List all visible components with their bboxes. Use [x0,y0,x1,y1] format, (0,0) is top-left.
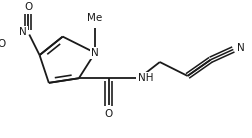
Text: O: O [104,109,113,120]
Text: N: N [236,43,244,53]
Text: Me: Me [87,13,102,23]
Text: N: N [19,27,27,37]
Text: NH: NH [137,73,153,83]
Text: N: N [91,48,99,58]
Text: O: O [24,2,32,12]
Text: O: O [0,39,6,49]
